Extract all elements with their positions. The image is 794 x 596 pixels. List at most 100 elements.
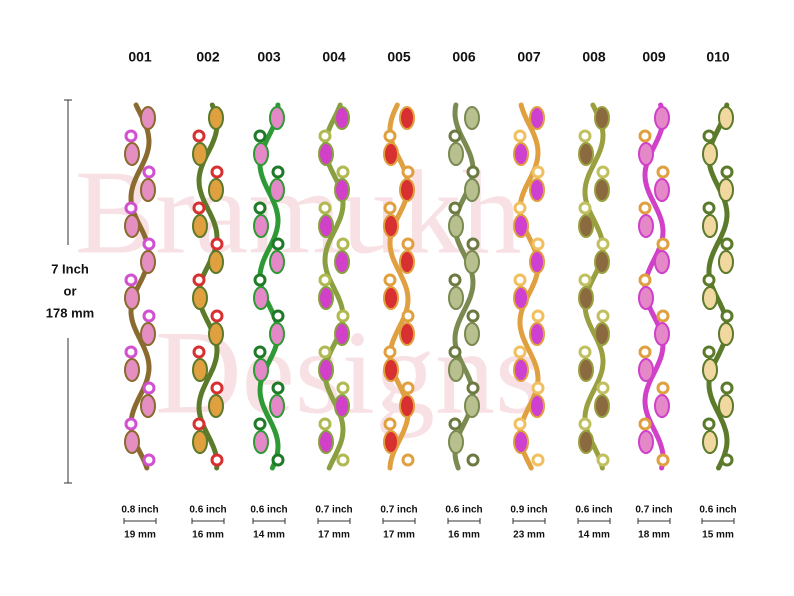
strip-leaf — [718, 394, 734, 418]
strip-leaf — [253, 142, 269, 166]
strip-leaf — [513, 142, 529, 166]
strip-dot — [383, 129, 397, 143]
strip-leaf — [513, 286, 529, 310]
width-inch: 0.6 inch — [575, 505, 612, 516]
strip-leaf — [654, 322, 670, 346]
strip-dot — [531, 165, 545, 179]
width-inch: 0.6 inch — [445, 505, 482, 516]
strip-dot — [271, 165, 285, 179]
strip-leaf — [399, 394, 415, 418]
strip-leaf — [464, 394, 480, 418]
strip-leaf — [124, 286, 140, 310]
strip-dot — [192, 273, 206, 287]
strip-leaf — [654, 106, 670, 130]
strip-leaf — [513, 430, 529, 454]
strip-leaf — [464, 178, 480, 202]
strip-dot — [702, 129, 716, 143]
strip-leaf — [578, 142, 594, 166]
height-or: or — [64, 283, 77, 298]
strip-leaf — [594, 178, 610, 202]
strip-dot — [448, 417, 462, 431]
strip-dot — [318, 201, 332, 215]
strip-dot — [318, 273, 332, 287]
strip-leaf — [702, 358, 718, 382]
strip-dot — [702, 417, 716, 431]
strip-leaf — [529, 322, 545, 346]
strip-stem — [582, 102, 606, 471]
strip-leaf — [208, 106, 224, 130]
strip-dot — [513, 129, 527, 143]
strip-dot — [401, 453, 415, 467]
strip-dot — [466, 165, 480, 179]
design-code: 004 — [322, 49, 346, 65]
strip-dot — [192, 129, 206, 143]
strip-dot — [513, 417, 527, 431]
width-mm: 16 mm — [448, 530, 480, 541]
width-inch: 0.7 inch — [380, 505, 417, 516]
strip-dot — [142, 165, 156, 179]
strip-leaf — [513, 214, 529, 238]
strip-dot — [638, 345, 652, 359]
design-code: 005 — [387, 49, 411, 65]
strip-leaf — [702, 214, 718, 238]
strip-dot — [336, 165, 350, 179]
strip-leaf — [594, 322, 610, 346]
strip-dot — [318, 129, 332, 143]
height-mm: 178 mm — [46, 305, 94, 320]
strip-dot — [124, 273, 138, 287]
strip-leaf — [192, 430, 208, 454]
strip-leaf — [464, 250, 480, 274]
strip-dot — [210, 237, 224, 251]
strip-leaf — [383, 214, 399, 238]
strip-dot — [253, 201, 267, 215]
strip-leaf — [124, 430, 140, 454]
strip-leaf — [529, 106, 545, 130]
width-mm: 23 mm — [513, 530, 545, 541]
design-code: 008 — [582, 49, 606, 65]
strip-leaf — [269, 178, 285, 202]
design-code: 007 — [517, 49, 541, 65]
strip-dot — [383, 417, 397, 431]
strip-leaf — [318, 430, 334, 454]
strip-dot — [383, 201, 397, 215]
strip-dot — [318, 417, 332, 431]
strip-dot — [513, 345, 527, 359]
strip-dot — [142, 453, 156, 467]
strip-dot — [448, 345, 462, 359]
strip-leaf — [448, 430, 464, 454]
strip-leaf — [383, 142, 399, 166]
strip-dot — [596, 453, 610, 467]
strip-leaf — [578, 286, 594, 310]
strip-dot — [210, 309, 224, 323]
strip-dot — [271, 453, 285, 467]
strip-dot — [720, 381, 734, 395]
strip-leaf — [140, 106, 156, 130]
strip-leaf — [253, 430, 269, 454]
design-code: 001 — [128, 49, 152, 65]
strip-leaf — [124, 214, 140, 238]
strip-leaf — [718, 250, 734, 274]
strip-leaf — [192, 358, 208, 382]
strip-leaf — [383, 358, 399, 382]
strip-dot — [383, 273, 397, 287]
strip-stem — [128, 102, 152, 471]
strip-leaf — [578, 214, 594, 238]
strip-leaf — [334, 178, 350, 202]
strip-leaf — [269, 322, 285, 346]
strip-dot — [531, 381, 545, 395]
strip-dot — [466, 453, 480, 467]
strip-dot — [513, 273, 527, 287]
strip-leaf — [208, 250, 224, 274]
strip-dot — [578, 273, 592, 287]
strip-dot — [253, 417, 267, 431]
strip-dot — [192, 345, 206, 359]
strip-dot — [210, 453, 224, 467]
strip-dot — [448, 273, 462, 287]
strip-leaf — [318, 358, 334, 382]
strip-dot — [638, 417, 652, 431]
strip-dot — [578, 345, 592, 359]
strip-dot — [656, 381, 670, 395]
strip-leaf — [269, 106, 285, 130]
strip-leaf — [638, 142, 654, 166]
strip-leaf — [383, 286, 399, 310]
